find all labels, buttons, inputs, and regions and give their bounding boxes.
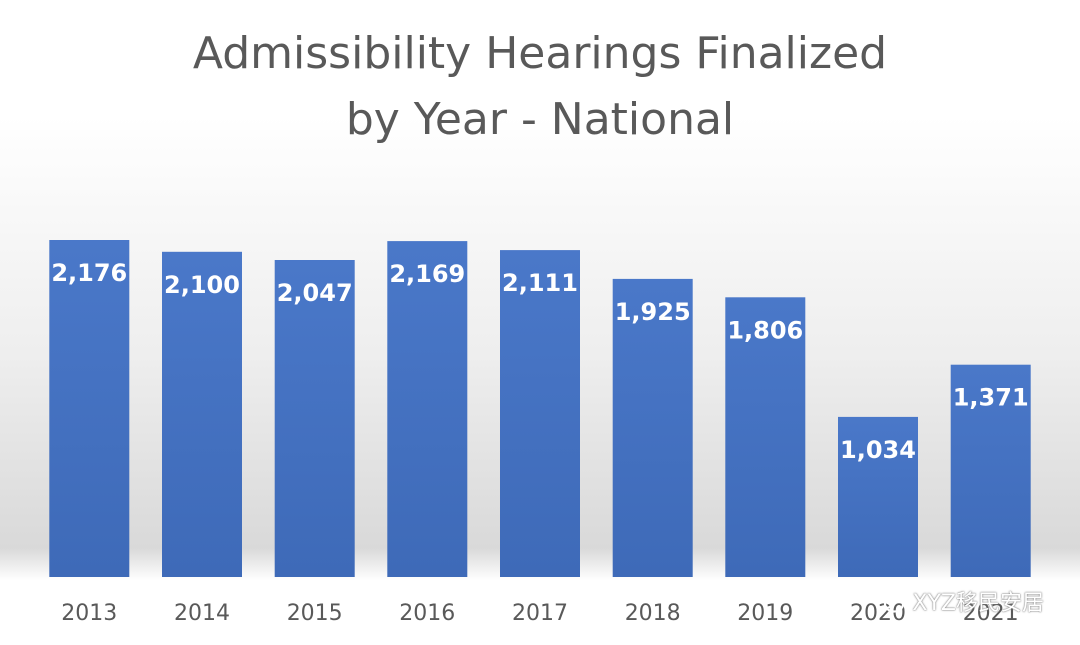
bar-2014 — [162, 251, 242, 578]
data-labels: 2,176 2,100 2,047 2,169 2,111 1,925 1,806 1,034… — [51, 259, 1028, 464]
bar-2021 — [950, 364, 1031, 577]
bars — [49, 240, 1031, 578]
bar-2019 — [725, 297, 806, 577]
bar-2020 — [838, 416, 918, 577]
data-label-2018: 1,925 — [615, 298, 691, 326]
data-label-2013: 2,176 — [51, 259, 127, 287]
chart-title-line-1: Admissibility Hearings Finalized — [192, 28, 888, 79]
data-label-2019: 1,806 — [727, 316, 803, 344]
bar-2017 — [500, 250, 580, 577]
chart-title-line-2: by Year - National — [345, 94, 735, 145]
data-label-2017: 2,111 — [502, 269, 578, 297]
data-label-2014: 2,100 — [164, 271, 240, 299]
bar-2013 — [49, 240, 130, 577]
watermark-text: XYZ移民安居 — [912, 591, 1044, 616]
x-tick-2019: 2019 — [737, 601, 793, 626]
watermark: XYZ移民安居 — [872, 585, 1044, 617]
data-label-2015: 2,047 — [277, 279, 353, 307]
x-tick-2015: 2015 — [287, 601, 343, 626]
x-tick-2016: 2016 — [399, 601, 455, 626]
x-axis-ticks: 2013 2014 2015 2016 2017 2018 2019 2020 2021 — [61, 601, 1018, 626]
x-tick-2021: 2021 — [963, 601, 1019, 626]
data-label-2020: 1,034 — [840, 436, 916, 464]
bar-2018 — [612, 278, 693, 577]
data-label-2021: 1,371 — [953, 384, 1029, 412]
x-tick-2017: 2017 — [512, 601, 568, 626]
x-tick-2014: 2014 — [174, 601, 230, 626]
wechat-icon — [873, 588, 905, 613]
bar-2015 — [274, 260, 355, 577]
bar-2016 — [387, 241, 468, 577]
x-tick-2013: 2013 — [61, 601, 117, 626]
x-tick-2018: 2018 — [625, 601, 681, 626]
data-label-2016: 2,169 — [389, 260, 465, 288]
